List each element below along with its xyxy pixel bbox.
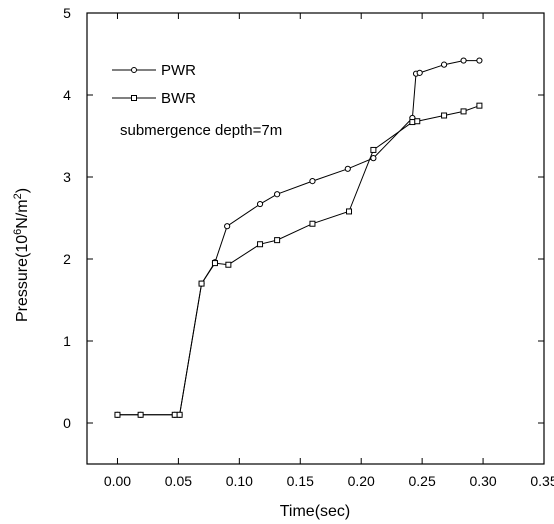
data-point-pwr xyxy=(440,61,448,68)
data-point-bwr xyxy=(171,411,178,418)
y-axis-label-suffix: ) xyxy=(14,188,31,193)
legend-marker-pwr xyxy=(131,67,137,73)
y-tick-label: 4 xyxy=(63,87,71,103)
data-point-pwr xyxy=(256,200,264,208)
x-tick-label: 0.30 xyxy=(469,473,496,489)
axis-ticks: 0.00 0.05 0.10 0.15 0.20 0.25 0.30 0.35 0 1 2 3 4 5 xyxy=(63,5,554,489)
data-point-bwr xyxy=(441,112,448,119)
y-axis-label: Pressure(106N/m2) xyxy=(12,188,31,322)
series-line-pwr xyxy=(117,60,480,416)
annotation-submergence-depth: submergence depth=7m xyxy=(120,122,282,139)
x-axis-label: Time(sec) xyxy=(280,503,351,520)
data-point-pwr xyxy=(416,69,423,76)
y-tick-label: 1 xyxy=(63,333,71,349)
y-tick-label: 2 xyxy=(63,251,71,267)
legend-marker-bwr xyxy=(131,95,137,101)
data-point-pwr xyxy=(224,223,231,230)
y-tick-label: 5 xyxy=(63,5,71,21)
data-point-bwr xyxy=(476,102,483,109)
x-tick-label: 0.05 xyxy=(165,473,192,489)
data-point-bwr xyxy=(137,411,144,418)
data-point-bwr xyxy=(409,119,416,126)
x-tick-label: 0.10 xyxy=(226,473,253,489)
data-point-pwr xyxy=(476,57,483,64)
data-point-bwr xyxy=(274,237,281,244)
y-axis-label-prefix: Pressure(10 xyxy=(14,235,31,322)
data-point-bwr xyxy=(211,260,218,267)
data-point-bwr xyxy=(460,108,467,115)
data-point-bwr xyxy=(309,220,316,227)
x-tick-label: 0.35 xyxy=(530,473,554,489)
data-point-bwr xyxy=(370,146,377,153)
legend-label-pwr: PWR xyxy=(161,62,196,79)
data-point-bwr xyxy=(225,261,232,268)
data-point-pwr xyxy=(274,191,281,198)
y-axis-label-sup2: 2 xyxy=(12,193,24,199)
data-point-bwr xyxy=(346,208,353,215)
x-tick-label: 0.00 xyxy=(104,473,131,489)
data-point-bwr xyxy=(114,411,121,418)
y-axis-label-sup1: 6 xyxy=(12,229,24,235)
x-tick-label: 0.25 xyxy=(409,473,436,489)
x-tick-label: 0.15 xyxy=(287,473,314,489)
y-tick-label: 0 xyxy=(63,415,71,431)
data-point-bwr xyxy=(176,411,183,418)
series-layer xyxy=(114,57,483,418)
data-point-pwr xyxy=(344,165,351,172)
legend-label-bwr: BWR xyxy=(161,90,196,107)
data-point-bwr xyxy=(414,118,421,125)
data-point-pwr xyxy=(370,155,377,162)
data-point-pwr xyxy=(309,178,316,185)
x-tick-label: 0.20 xyxy=(348,473,375,489)
y-tick-label: 3 xyxy=(63,169,71,185)
data-point-bwr xyxy=(198,280,205,287)
plot-frame xyxy=(86,12,545,465)
data-point-bwr xyxy=(257,241,264,248)
legend: PWR BWR xyxy=(112,62,196,107)
data-point-pwr xyxy=(460,57,467,64)
series-line-bwr xyxy=(117,105,480,416)
y-axis-label-mid: N/m xyxy=(14,199,31,228)
